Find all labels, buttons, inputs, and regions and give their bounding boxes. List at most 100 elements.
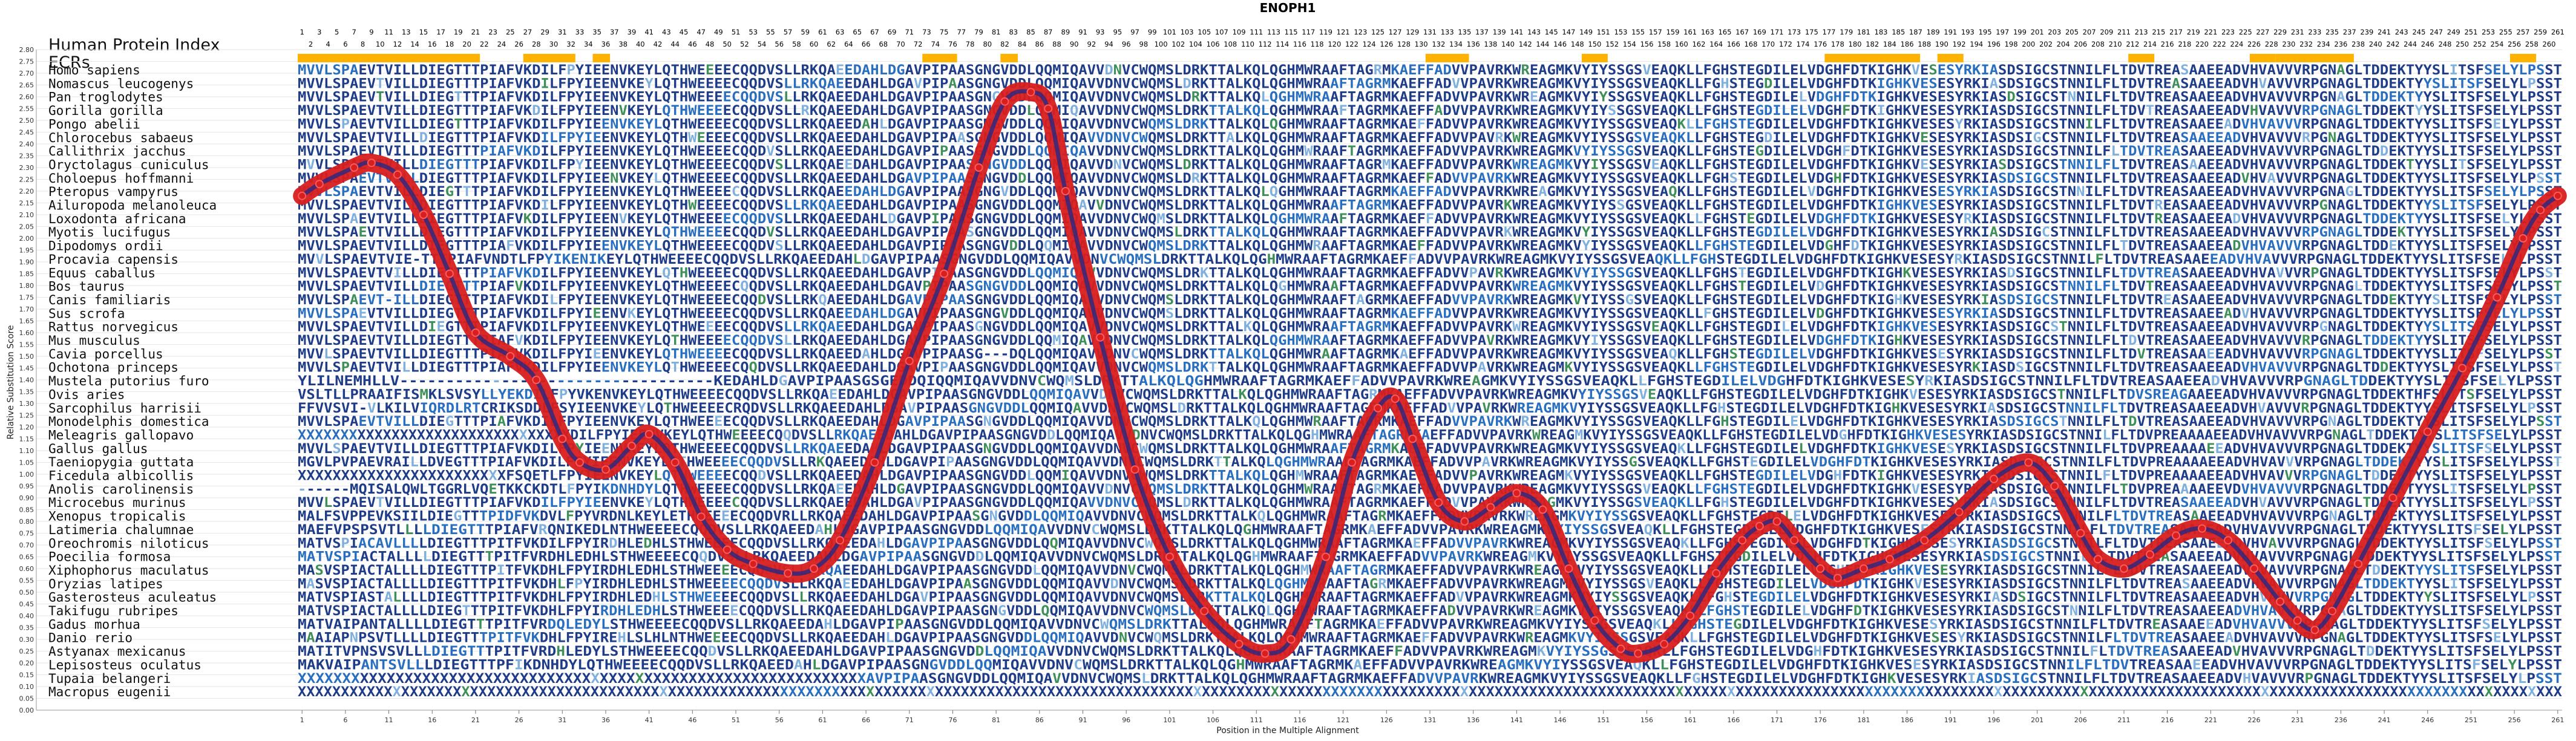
sequence-chunk: TTALKQL	[1208, 469, 1269, 484]
sequence-chunk: V	[1452, 495, 1460, 511]
position-number: 115	[1285, 28, 1298, 36]
sequence-chunk: X	[393, 685, 401, 700]
x-tick-label: 16	[428, 716, 436, 724]
sequence-chunk: X	[1727, 685, 1735, 700]
position-number: 254	[2490, 40, 2503, 48]
sequence-chunk: A	[1478, 361, 1486, 376]
sequence-chunk: VCWQMSLDRKTTALKQLQGHMWRAAFTAG	[1122, 63, 1374, 78]
sequence-chunk: LTDDEKTYYSLITSF	[2354, 184, 2484, 200]
sequence-chunk: P	[895, 617, 904, 632]
position-number: 117	[1302, 28, 1315, 36]
sequence-chunk: TALKQLQGHMWRAAFTAGRMKAEFFADVVP	[1218, 361, 1478, 376]
sequence-chunk: Y	[1582, 239, 1591, 254]
sequence-chunk: V	[1639, 387, 1647, 402]
sequence-chunk: SE	[2482, 523, 2499, 538]
sequence-chunk: EYLQTHWEEEECQQDVSLLRKQAE	[636, 306, 844, 321]
position-number: 29	[540, 28, 549, 36]
curve-point	[2076, 529, 2085, 538]
sequence-chunk: IGHKVES	[1876, 442, 1937, 457]
sequence-chunk: VCWQMSL	[1100, 252, 1161, 267]
sequence-chunk: I	[931, 212, 940, 227]
sequence-chunk: N	[989, 509, 998, 524]
sequence-chunk: D	[758, 293, 766, 308]
sequence-chunk: SDSIGCS	[1998, 171, 2059, 186]
y-tick-label: 0.60	[19, 565, 34, 573]
curve-point	[298, 191, 307, 200]
sequence-chunk: TPITFVRD	[485, 644, 556, 659]
sequence-chunk: XXXXXXX	[1865, 685, 1925, 700]
sequence-chunk: L	[784, 333, 792, 348]
sequence-chunk: DDLQQMIQAVVDNVCWQMSLDRKTTALKQ	[1009, 184, 1261, 200]
sequence-chunk: RKQAEEDAHLDGA	[808, 590, 920, 606]
sequence-chunk: G	[1692, 671, 1701, 687]
position-number: 10	[376, 40, 385, 48]
sequence-chunk: P	[1469, 266, 1477, 281]
sequence-chunk: VHVAVVVRPGNAGL	[2241, 212, 2363, 227]
sequence-chunk: DGAVPIPAASGNGVD	[894, 631, 1023, 646]
y-tick-label: 0.35	[19, 624, 34, 632]
sequence-chunk: GLTDDEKTYYSLITSFS	[2346, 631, 2493, 646]
curve-point	[1859, 564, 1868, 573]
sequence-chunk: N	[983, 442, 992, 457]
sequence-chunk: AASGNGVDDLQQMIQAVVDNVCWQMSLDRK	[954, 455, 1214, 470]
x-tick-label: 111	[1250, 716, 1263, 724]
sequence-chunk: Y	[1915, 374, 1925, 389]
y-tick-label: 0.05	[19, 695, 34, 703]
sequence-chunk: TTALKQLQGHMW	[1208, 239, 1313, 254]
sequence-chunk: R	[1191, 171, 1201, 186]
sequence-chunk: G	[1278, 279, 1286, 295]
sequence-chunk: EYLQTHWEEEECQQDVSLLRKQAEEDAH	[606, 252, 853, 267]
y-tick-label: 2.80	[19, 46, 34, 54]
position-number: 123	[1354, 28, 1367, 36]
sequence-chunk: R	[1313, 414, 1322, 429]
sequence-chunk: T	[2554, 279, 2562, 295]
sequence-chunk: FSELYLPSST	[2475, 387, 2562, 402]
y-tick-label: 1.00	[19, 471, 34, 478]
sequence-chunk: STHWEEEECQQDVSLLRKQAEEDA	[610, 617, 824, 632]
sequence-chunk: QQMIQAVVDN	[1041, 563, 1127, 578]
curve-point	[1408, 434, 1417, 443]
sequence-chunk: GRMKAEFFAD	[1365, 293, 1451, 308]
position-number: 107	[1215, 28, 1228, 36]
sequence-chunk: SELYLPS	[2484, 347, 2545, 362]
position-number: 247	[2430, 28, 2443, 36]
sequence-chunk: S	[315, 563, 324, 578]
sequence-chunk: H	[1834, 469, 1842, 484]
sequence-chunk: TTALKQLQGHMWRAAFTAGRMKAEFFADVV	[1208, 266, 1469, 281]
sequence-chunk: AVRKWREAGM	[1478, 469, 1564, 484]
sequence-chunk: A	[1353, 658, 1362, 673]
sequence-chunk: E	[1938, 347, 1946, 362]
curve-point	[1755, 521, 1764, 530]
sequence-chunk: LDGAVPIPAASG	[879, 442, 983, 457]
sequence-chunk: SAAEEADVH	[2180, 76, 2258, 91]
sequence-chunk: S	[2484, 536, 2492, 551]
sequence-chunk: T	[663, 401, 672, 416]
sequence-chunk: GLTDDEKTYYSL	[2345, 63, 2450, 78]
sequence-chunk: D	[1447, 604, 1456, 619]
sequence-chunk: X	[2485, 685, 2493, 700]
sequence-chunk: L	[410, 455, 419, 470]
sequence-chunk: SAAEEADVHVAVVVRPGNAGLTD	[2180, 144, 2380, 159]
sequence-chunk: H	[1720, 76, 1729, 91]
sequence-chunk: GDILELVDGHFDTKIGHKVESESYR	[1755, 361, 1973, 376]
sequence-chunk: ENVKE	[601, 495, 645, 511]
sequence-chunk: VYIYSSG	[1573, 266, 1634, 281]
sequence-chunk: P	[2310, 266, 2319, 281]
sequence-chunk: GDILELV	[1755, 212, 1816, 227]
sequence-chunk: R	[2302, 333, 2311, 348]
sequence-chunk: A	[2336, 90, 2345, 105]
sequence-chunk: ILELVDGHFDTK	[1772, 76, 1877, 91]
sequence-chunk: SSGSVEAQKLLFGHSTEGDILE	[1608, 90, 1798, 105]
curve-point	[1790, 536, 1799, 545]
sequence-chunk: FFA	[1421, 536, 1447, 551]
sequence-chunk: AFTAGRMKAEFFADVVPAVRKWR	[1330, 90, 1530, 105]
sequence-chunk: A	[862, 347, 870, 362]
position-number: 94	[1104, 40, 1113, 48]
sequence-chunk: RKWREAGMKVY	[1495, 333, 1591, 348]
position-number: 197	[1996, 28, 2009, 36]
sequence-chunk: SDSIGCSTNNILFLTDVTREASAAEE	[1998, 306, 2224, 321]
sequence-chunk: TAGRMKAEFF	[1348, 103, 1434, 119]
